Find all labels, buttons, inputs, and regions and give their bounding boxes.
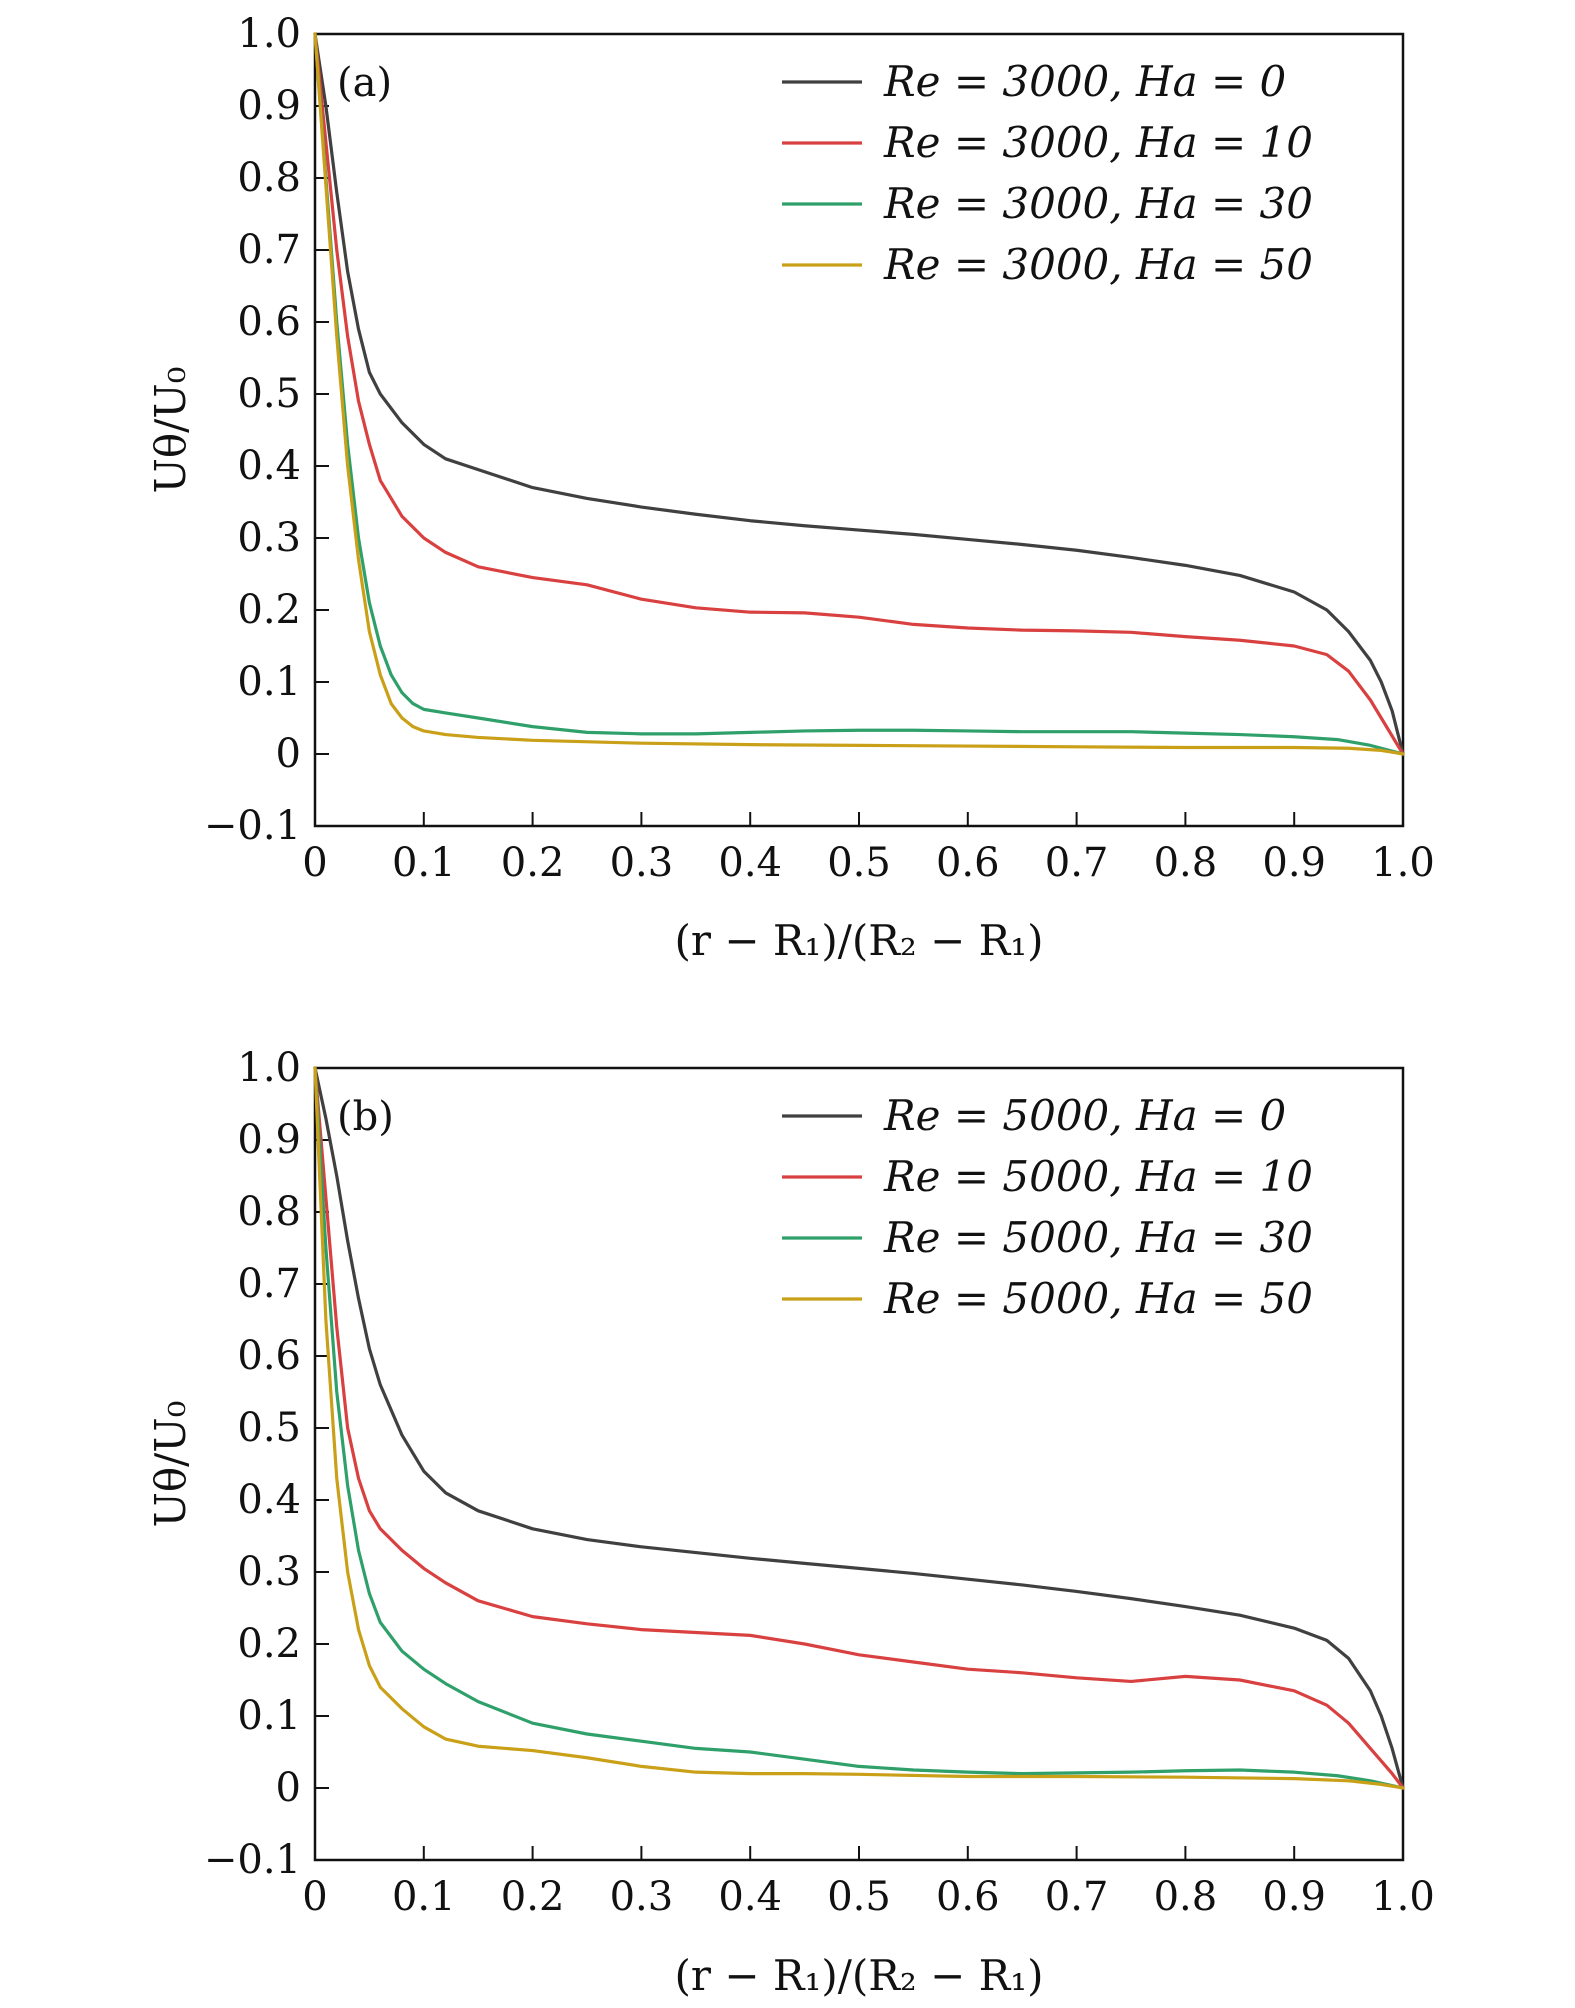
x-tick-label: 0.8	[1154, 1874, 1218, 1920]
y-tick-label: −0.1	[204, 803, 301, 849]
panel-label: (b)	[337, 1094, 394, 1140]
y-tick-label: 0.5	[237, 1405, 301, 1451]
x-tick-label: 0.4	[718, 840, 782, 886]
y-tick-label: 0.4	[237, 443, 301, 489]
y-tick-label: 0.4	[237, 1477, 301, 1523]
y-tick-label: 0.3	[237, 1549, 301, 1595]
y-tick-label: 0.9	[237, 1117, 301, 1163]
x-tick-label: 0.8	[1154, 840, 1218, 886]
y-tick-label: 0	[276, 731, 301, 777]
x-tick-label: 0	[302, 1874, 327, 1920]
x-tick-label: 0.4	[718, 1874, 782, 1920]
legend: Re = 5000, Ha = 0 Re = 5000, Ha = 10 Re = …	[782, 1091, 1313, 1323]
x-tick-label: 0.3	[610, 840, 674, 886]
y-tick-label: 0.7	[237, 227, 301, 273]
y-tick-label: 0.1	[237, 1693, 301, 1739]
x-tick-label: 0.6	[936, 1874, 1000, 1920]
series-line	[313, 32, 1405, 756]
y-tick-label: 0.2	[237, 1621, 301, 1667]
chart-panel-b: 0 0.1 0.2 0.3 0.4 0.5 0.6 0.7 0.8 0.9 1.0−0.100.10…	[146, 1045, 1435, 2000]
series-line	[313, 1066, 1405, 1790]
x-tick-label: 0.5	[827, 1874, 891, 1920]
y-tick-label: 0	[276, 1765, 301, 1811]
x-tick-label: 0.7	[1045, 840, 1109, 886]
legend-label: Re = 3000, Ha = 10	[883, 118, 1313, 167]
y-tick-label: 0.3	[237, 515, 301, 561]
legend-label: Re = 3000, Ha = 0	[883, 57, 1286, 106]
x-tick-label: 0.5	[827, 840, 891, 886]
y-tick-label: 0.5	[237, 371, 301, 417]
series-line	[313, 32, 1405, 756]
x-tick-label: 0.7	[1045, 1874, 1109, 1920]
legend-label: Re = 5000, Ha = 50	[883, 1274, 1313, 1323]
y-axis-title: Uθ/U₀	[146, 1400, 195, 1527]
panel-label: (a)	[337, 60, 392, 106]
x-tick-label: 0.2	[501, 840, 565, 886]
y-tick-label: 0.6	[237, 299, 301, 345]
x-tick-label: 0.3	[610, 1874, 674, 1920]
legend-label: Re = 5000, Ha = 10	[883, 1152, 1313, 1201]
y-tick-label: 0.6	[237, 1333, 301, 1379]
y-axis-title: Uθ/U₀	[146, 366, 195, 493]
series-line	[313, 32, 1405, 756]
y-tick-label: 1.0	[237, 1045, 301, 1091]
x-tick-label: 0.1	[392, 840, 456, 886]
x-axis-title: (r − R₁)/(R₂ − R₁)	[675, 1951, 1044, 2000]
y-tick-label: 0.1	[237, 659, 301, 705]
y-tick-label: 0.8	[237, 155, 301, 201]
y-tick-label: 0.9	[237, 83, 301, 129]
y-tick-label: 0.2	[237, 587, 301, 633]
y-tick-label: 1.0	[237, 11, 301, 57]
x-axis-title: (r − R₁)/(R₂ − R₁)	[675, 916, 1044, 965]
legend-label: Re = 5000, Ha = 30	[883, 1213, 1313, 1262]
x-tick-label: 0.2	[501, 1874, 565, 1920]
x-tick-label: 1.0	[1371, 840, 1435, 886]
legend-label: Re = 5000, Ha = 0	[883, 1091, 1286, 1140]
x-tick-label: 0.1	[392, 1874, 456, 1920]
legend-label: Re = 3000, Ha = 50	[883, 240, 1313, 289]
x-tick-label: 0.9	[1262, 1874, 1326, 1920]
series-line	[313, 1066, 1405, 1790]
series-line	[313, 1066, 1405, 1790]
y-tick-label: 0.8	[237, 1189, 301, 1235]
legend: Re = 3000, Ha = 0 Re = 3000, Ha = 10 Re = …	[782, 57, 1313, 289]
y-tick-label: 0.7	[237, 1261, 301, 1307]
y-tick-label: −0.1	[204, 1837, 301, 1883]
chart-panel-a: 0 0.1 0.2 0.3 0.4 0.5 0.6 0.7 0.8 0.9 1.0−0.100.10…	[146, 11, 1435, 965]
legend-label: Re = 3000, Ha = 30	[883, 179, 1313, 228]
x-tick-label: 0.6	[936, 840, 1000, 886]
series-line	[313, 1066, 1405, 1790]
x-tick-label: 0.9	[1262, 840, 1326, 886]
series-line	[313, 32, 1405, 756]
x-tick-label: 1.0	[1371, 1874, 1435, 1920]
x-tick-label: 0	[302, 840, 327, 886]
